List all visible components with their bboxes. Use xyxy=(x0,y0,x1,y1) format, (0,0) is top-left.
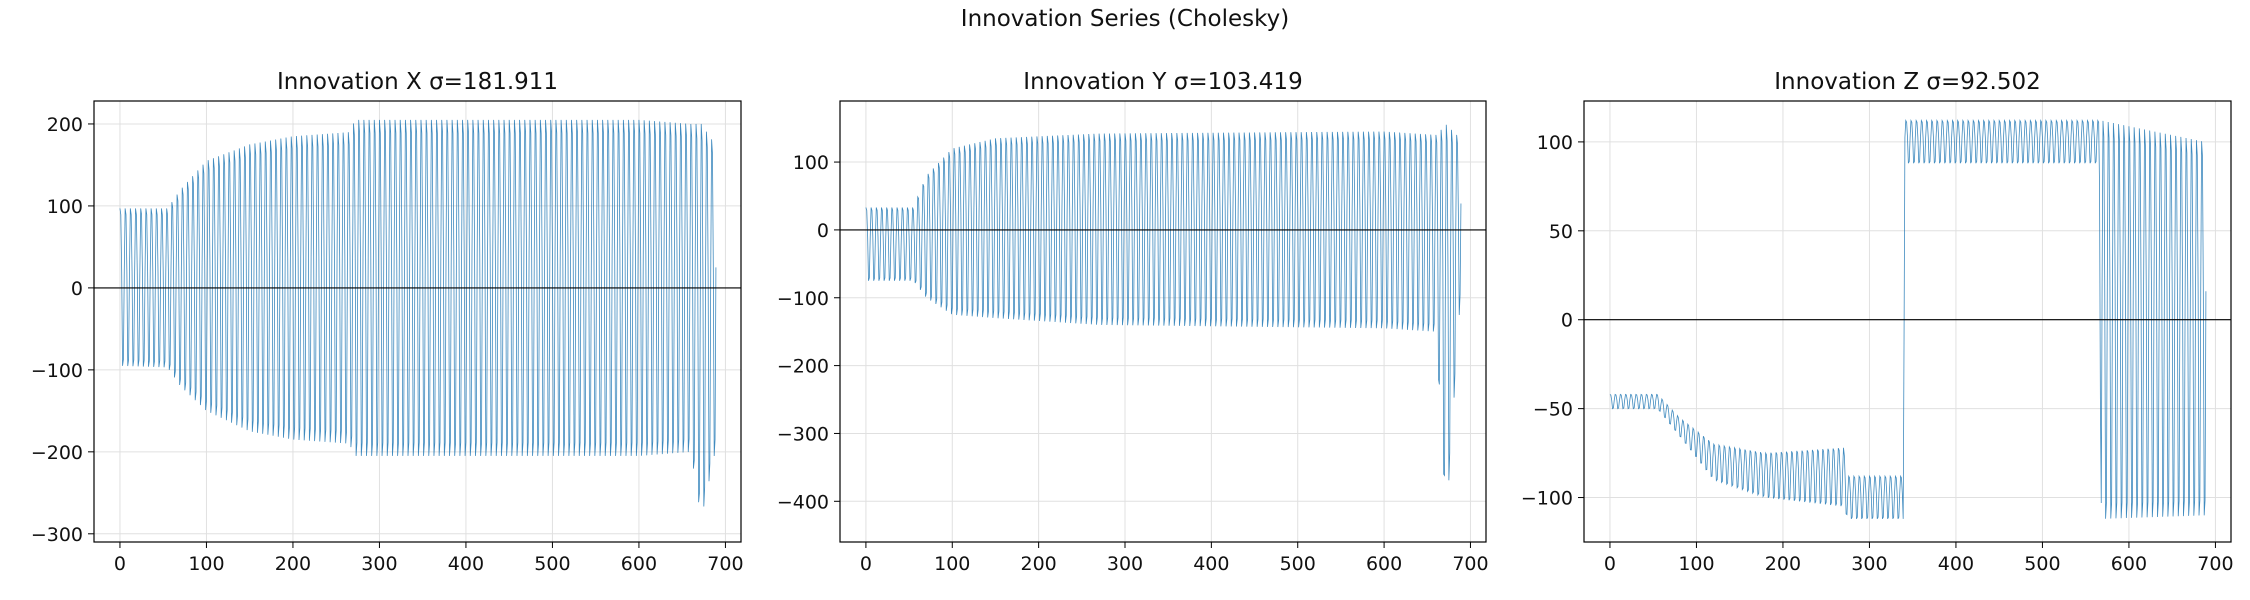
y-tick-label: −100 xyxy=(1521,488,1573,510)
y-tick-label: −400 xyxy=(777,491,829,513)
x-tick-label: 500 xyxy=(2024,553,2060,575)
x-tick-label: 600 xyxy=(2111,553,2147,575)
x-tick-label: 200 xyxy=(1021,553,1057,575)
x-tick-label: 0 xyxy=(860,553,872,575)
y-tick-label: −50 xyxy=(1533,399,1573,421)
x-tick-label: 700 xyxy=(1452,553,1488,575)
y-tick-label: 100 xyxy=(1537,132,1573,154)
x-tick-label: 100 xyxy=(934,553,970,575)
chart-title: Innovation Y σ=103.419 xyxy=(1023,69,1302,95)
x-tick-label: 0 xyxy=(114,553,126,575)
chart-panel-1: 0 100 200 300 400 500 600 700 −300 −200 −100 0 100 20… xyxy=(31,69,744,575)
y-tick-label: −200 xyxy=(777,356,829,378)
y-tick-label: 100 xyxy=(47,196,83,218)
figure-title: Innovation Series (Cholesky) xyxy=(960,6,1290,32)
y-tick-label: 100 xyxy=(793,152,829,174)
x-tick-label: 100 xyxy=(188,553,224,575)
x-tick-label: 700 xyxy=(707,553,743,575)
chart-title: Innovation X σ=181.911 xyxy=(277,69,558,95)
axes-frame xyxy=(1583,100,2232,543)
y-tick-label: −100 xyxy=(777,288,829,310)
series-line xyxy=(1609,119,2207,520)
series-line xyxy=(119,119,717,507)
x-tick-label: 400 xyxy=(1193,553,1229,575)
chart-panel-2: 0 100 200 300 400 500 600 700 −400 −300 −200 −100 0 1… xyxy=(777,69,1489,575)
x-tick-label: 300 xyxy=(1107,553,1143,575)
x-tick-label: 400 xyxy=(1938,553,1974,575)
x-tick-label: 600 xyxy=(621,553,657,575)
x-tick-label: 300 xyxy=(361,553,397,575)
x-tick-label: 500 xyxy=(534,553,570,575)
y-tick-label: 0 xyxy=(817,220,829,242)
x-tick-label: 200 xyxy=(275,553,311,575)
series-line xyxy=(865,124,1462,481)
x-tick-label: 200 xyxy=(1765,553,1801,575)
y-tick-label: 0 xyxy=(71,278,83,300)
y-tick-label: 50 xyxy=(1549,221,1573,243)
axes-frame xyxy=(93,100,742,543)
x-tick-label: 300 xyxy=(1851,553,1887,575)
x-tick-label: 600 xyxy=(1366,553,1402,575)
y-tick-label: −300 xyxy=(31,524,83,546)
x-tick-label: 500 xyxy=(1280,553,1316,575)
y-tick-label: 200 xyxy=(47,114,83,136)
y-tick-label: −300 xyxy=(777,423,829,445)
y-tick-label: −200 xyxy=(31,442,83,464)
y-tick-label: 0 xyxy=(1561,310,1573,332)
chart-title: Innovation Z σ=92.502 xyxy=(1774,69,2040,95)
axes-frame xyxy=(839,100,1487,543)
x-tick-label: 100 xyxy=(1678,553,1714,575)
x-tick-label: 700 xyxy=(2197,553,2233,575)
chart-panel-3: 0 100 200 300 400 500 600 700 −100 −50 0 50 100 Innov… xyxy=(1521,69,2234,575)
x-tick-label: 400 xyxy=(448,553,484,575)
y-tick-label: −100 xyxy=(31,360,83,382)
x-tick-label: 0 xyxy=(1604,553,1616,575)
